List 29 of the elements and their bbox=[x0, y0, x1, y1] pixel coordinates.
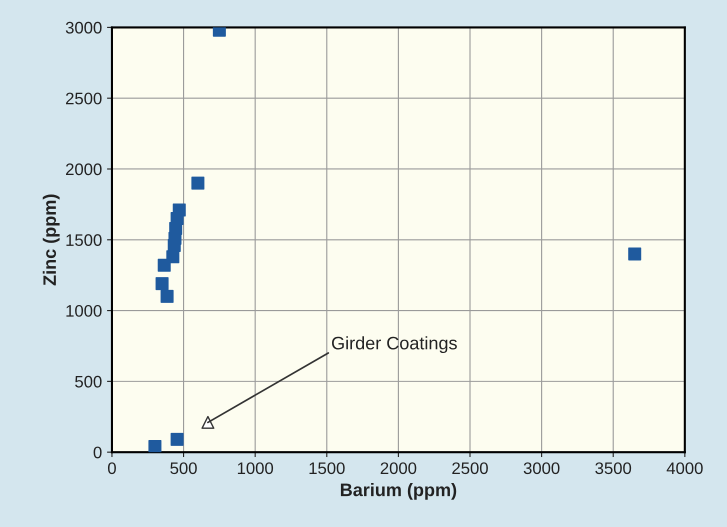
y-tick-label: 2500 bbox=[66, 92, 102, 104]
y-tick-label: 2000 bbox=[66, 163, 102, 176]
point bbox=[156, 277, 169, 290]
x-tick-label: 4000 bbox=[666, 462, 703, 474]
point bbox=[628, 247, 642, 260]
y-tick-label: 1500 bbox=[66, 234, 102, 246]
x-tick-label: 0 bbox=[108, 462, 116, 474]
point bbox=[166, 250, 180, 264]
y-tick-label: 500 bbox=[75, 376, 102, 388]
y-tick-label: 1000 bbox=[66, 304, 102, 317]
point bbox=[158, 258, 171, 272]
point bbox=[160, 290, 174, 303]
x-tick-label: 1500 bbox=[310, 462, 345, 474]
y-tick-label: 0 bbox=[94, 446, 102, 458]
x-tick-label: 3000 bbox=[524, 462, 560, 474]
annotation: Girder Coatings bbox=[332, 336, 457, 354]
x-tick-label: 2000 bbox=[380, 462, 416, 474]
x-tick-label: 1000 bbox=[238, 462, 274, 474]
y-axis-title: Zinc (ppm) bbox=[42, 194, 60, 286]
point bbox=[148, 440, 162, 452]
y-tick-label: 3000 bbox=[66, 22, 102, 34]
x-tick-label: 2500 bbox=[452, 462, 488, 474]
x-tick-label: 500 bbox=[170, 462, 197, 474]
point bbox=[170, 432, 184, 446]
x-axis-title: Barium (ppm) bbox=[340, 482, 456, 500]
point bbox=[191, 176, 204, 190]
x-tick-label: 3500 bbox=[595, 462, 632, 474]
point bbox=[168, 238, 181, 252]
point bbox=[201, 416, 214, 429]
